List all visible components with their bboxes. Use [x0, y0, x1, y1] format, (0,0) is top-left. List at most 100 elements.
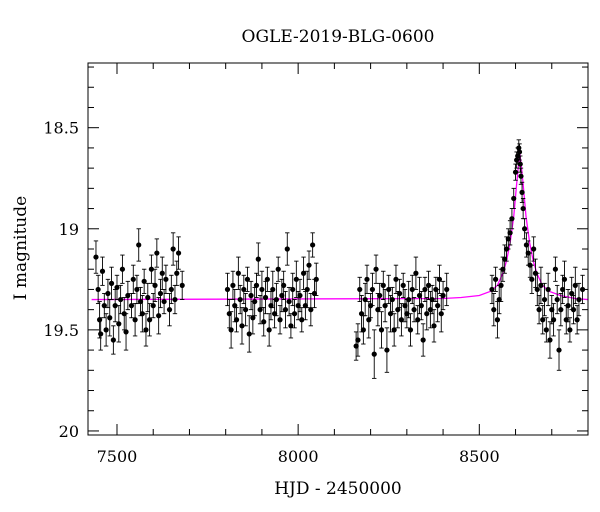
point-marker: [517, 161, 523, 167]
point-marker: [418, 303, 424, 309]
data-point: [136, 228, 142, 262]
data-point: [493, 266, 499, 292]
data-point: [230, 270, 236, 300]
point-marker: [565, 303, 571, 309]
point-marker: [373, 266, 379, 272]
point-marker: [384, 347, 390, 353]
data-point: [179, 270, 185, 300]
point-marker: [382, 303, 388, 309]
data-point: [282, 291, 289, 329]
point-marker: [552, 266, 558, 272]
point-marker: [516, 149, 523, 155]
data-point: [246, 315, 252, 353]
point-marker: [166, 307, 173, 313]
point-marker: [512, 169, 519, 175]
point-marker: [380, 282, 386, 288]
point-marker: [558, 307, 564, 313]
point-marker: [291, 311, 298, 317]
data-point: [541, 282, 548, 317]
data-point: [440, 280, 446, 311]
point-marker: [576, 296, 582, 303]
data-point: [306, 250, 312, 280]
data-point: [166, 293, 173, 327]
data-point: [543, 317, 549, 343]
data-point: [511, 187, 517, 210]
data-point: [145, 282, 151, 313]
data-point: [427, 291, 433, 329]
point-marker: [244, 276, 251, 282]
point-marker: [360, 327, 366, 333]
point-marker: [310, 242, 316, 248]
point-marker: [545, 286, 551, 293]
ticks-layer: [88, 63, 589, 435]
point-marker: [531, 246, 537, 252]
data-point: [556, 329, 562, 371]
data-point: [243, 293, 249, 327]
data-point: [373, 254, 379, 284]
point-marker: [114, 284, 120, 291]
data-point: [261, 307, 267, 337]
point-marker: [424, 311, 430, 317]
data-point: [509, 208, 515, 230]
point-marker: [228, 327, 234, 333]
data-point: [400, 272, 406, 298]
data-point: [116, 305, 122, 343]
point-marker: [110, 337, 116, 343]
point-marker: [416, 292, 423, 299]
data-point: [357, 276, 363, 303]
point-marker: [146, 317, 153, 323]
point-marker: [523, 242, 530, 248]
point-marker: [554, 296, 560, 303]
point-marker: [175, 250, 182, 256]
data-point: [489, 274, 495, 305]
point-marker: [130, 276, 136, 282]
point-marker: [375, 307, 381, 313]
data-point: [174, 260, 180, 286]
point-marker: [295, 303, 301, 309]
point-marker: [233, 317, 240, 323]
data-point: [362, 282, 368, 317]
data-point: [143, 313, 149, 347]
data-point: [565, 288, 571, 323]
data-point: [123, 313, 129, 351]
point-marker: [241, 286, 247, 293]
point-marker: [511, 195, 517, 202]
data-point: [435, 288, 441, 323]
point-marker: [387, 311, 394, 317]
point-marker: [148, 266, 155, 272]
point-marker: [132, 317, 138, 323]
point-marker: [250, 315, 256, 321]
data-point: [98, 317, 104, 351]
point-marker: [252, 298, 258, 305]
data-point: [253, 272, 260, 298]
data-point: [413, 256, 419, 290]
point-marker: [118, 296, 124, 303]
data-point: [496, 284, 502, 315]
data-point: [547, 321, 553, 359]
data-point: [576, 282, 582, 317]
point-marker: [141, 278, 147, 284]
point-marker: [281, 282, 287, 288]
point-marker: [357, 286, 363, 293]
point-marker: [275, 266, 281, 272]
point-marker: [156, 313, 162, 319]
data-point: [172, 284, 178, 315]
point-marker: [170, 246, 176, 252]
data-point: [244, 266, 251, 292]
point-marker: [226, 311, 232, 317]
data-point: [270, 270, 276, 309]
data-point: [358, 295, 365, 333]
data-point: [95, 274, 101, 305]
point-marker: [534, 286, 540, 293]
data-point: [273, 282, 280, 317]
point-marker: [105, 290, 111, 297]
point-marker: [261, 319, 267, 325]
data-point: [255, 242, 261, 276]
point-marker: [253, 282, 260, 288]
point-marker: [112, 303, 118, 309]
point-marker: [498, 282, 504, 288]
data-point: [93, 240, 99, 274]
point-marker: [570, 307, 577, 313]
point-marker: [389, 296, 395, 303]
data-point: [516, 143, 523, 161]
